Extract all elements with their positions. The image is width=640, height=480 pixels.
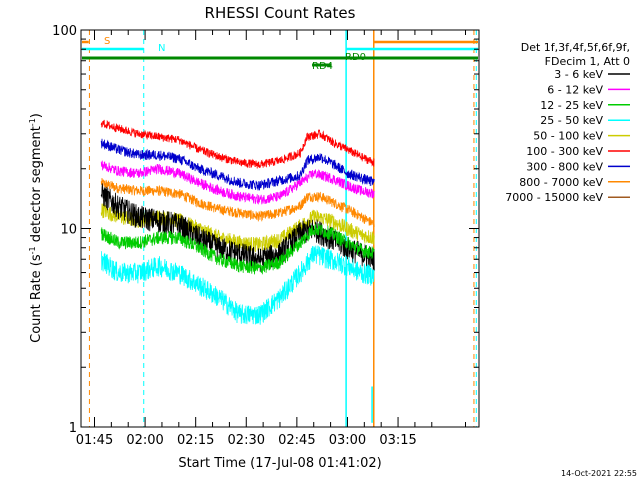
chart-title: RHESSI Count Rates xyxy=(205,4,356,22)
legend-label: 3 - 6 keV xyxy=(554,68,603,81)
series-line-25-50-kev xyxy=(100,245,375,325)
x-tick-label: 02:00 xyxy=(126,433,163,448)
legend-header-line-2: FDecim 1, Att 0 xyxy=(545,55,630,68)
x-tick-label: 03:15 xyxy=(379,433,416,448)
x-tick-label: 01:45 xyxy=(76,433,113,448)
y-axis-label-part-1: Count Rate (s xyxy=(29,254,44,343)
night-flag-label: N xyxy=(158,43,165,54)
rd0-flag-label: RD0 xyxy=(345,52,366,63)
generation-timestamp: 14-Oct-2021 22:55 xyxy=(561,469,637,478)
series-line-300-800-kev xyxy=(100,138,375,191)
x-tick-label: 02:15 xyxy=(177,433,214,448)
legend: Det 1f,3f,4f,5f,6f,9f, FDecim 1, Att 0 3… xyxy=(505,41,630,204)
legend-label: 7000 - 15000 keV xyxy=(505,191,603,204)
legend-label: 300 - 800 keV xyxy=(526,160,603,173)
tick-layer: 1 10 100 01:45 02:00 02:15 02:30 02:45 03:00 03:1… xyxy=(52,24,479,448)
y-tick-label: 1 xyxy=(69,421,77,436)
series-layer xyxy=(100,119,375,325)
legend-label: 25 - 50 keV xyxy=(540,114,603,127)
x-tick-label: 03:00 xyxy=(329,433,366,448)
y-tick-label: 10 xyxy=(60,223,77,238)
legend-label: 12 - 25 keV xyxy=(540,99,603,112)
y-axis-label-part-3: ) xyxy=(29,113,44,118)
series-line-6-12-kev xyxy=(100,160,375,205)
series-line-800-7000-kev xyxy=(100,177,375,227)
series-line-100-300-kev xyxy=(100,119,375,169)
x-tick-label: 02:45 xyxy=(278,433,315,448)
y-axis-label: Count Rate (s-1 detector segment-1) xyxy=(28,113,44,343)
y-tick-label: 100 xyxy=(52,24,77,39)
legend-label: 6 - 12 keV xyxy=(547,83,603,96)
legend-label: 800 - 7000 keV xyxy=(519,176,603,189)
x-tick-label: 02:30 xyxy=(228,433,265,448)
series-line-12-25-kev xyxy=(100,223,375,275)
rd4-flag-label: RD4 xyxy=(312,61,333,72)
y-axis-label-sup-2: -1 xyxy=(28,118,37,126)
legend-header-line-1: Det 1f,3f,4f,5f,6f,9f, xyxy=(521,41,630,54)
legend-label: 100 - 300 keV xyxy=(526,145,603,158)
x-axis-label: Start Time (17-Jul-08 01:41:02) xyxy=(178,456,381,471)
y-axis-label-sup-1: -1 xyxy=(28,246,37,254)
legend-label: 50 - 100 keV xyxy=(533,130,603,143)
saa-flag-label: S xyxy=(104,36,110,47)
y-axis-label-part-2: detector segment xyxy=(29,126,44,246)
